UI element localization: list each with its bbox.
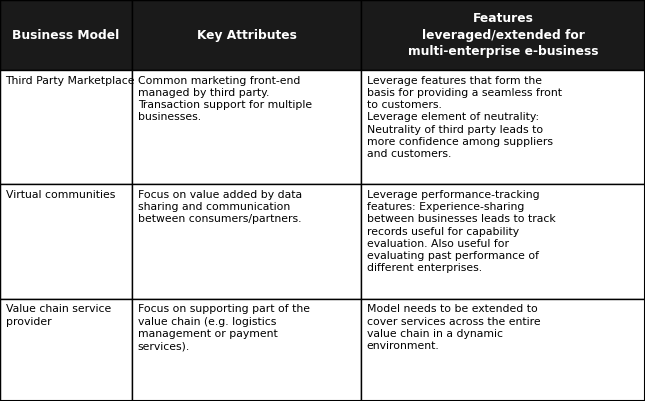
Bar <box>361 70 645 184</box>
Text: Model needs to be extended to
cover services across the entire
value chain in a : Model needs to be extended to cover serv… <box>367 304 541 351</box>
Bar <box>361 299 645 401</box>
Text: Key Attributes: Key Attributes <box>197 28 297 42</box>
Text: Leverage features that form the
basis for providing a seamless front
to customer: Leverage features that form the basis fo… <box>367 76 562 159</box>
Bar <box>132 299 361 401</box>
Text: Leverage performance-tracking
features: Experience-sharing
between businesses le: Leverage performance-tracking features: … <box>367 190 555 273</box>
Text: Value chain service
provider: Value chain service provider <box>6 304 111 326</box>
Text: Focus on value added by data
sharing and communication
between consumers/partner: Focus on value added by data sharing and… <box>138 190 302 225</box>
Text: Virtual communities: Virtual communities <box>6 190 115 200</box>
Bar <box>361 0 645 70</box>
Bar <box>0 184 132 299</box>
Text: Business Model: Business Model <box>12 28 120 42</box>
Text: Focus on supporting part of the
value chain (e.g. logistics
management or paymen: Focus on supporting part of the value ch… <box>138 304 310 351</box>
Bar <box>132 0 361 70</box>
Text: Third Party Marketplace: Third Party Marketplace <box>6 76 135 86</box>
Bar <box>361 184 645 299</box>
Bar <box>0 0 132 70</box>
Bar <box>132 184 361 299</box>
Bar <box>132 70 361 184</box>
Text: Common marketing front-end
managed by third party.
Transaction support for multi: Common marketing front-end managed by th… <box>138 76 312 122</box>
Text: Features
leveraged/extended for
multi-enterprise e-business: Features leveraged/extended for multi-en… <box>408 12 599 58</box>
Bar <box>0 70 132 184</box>
Bar <box>0 299 132 401</box>
